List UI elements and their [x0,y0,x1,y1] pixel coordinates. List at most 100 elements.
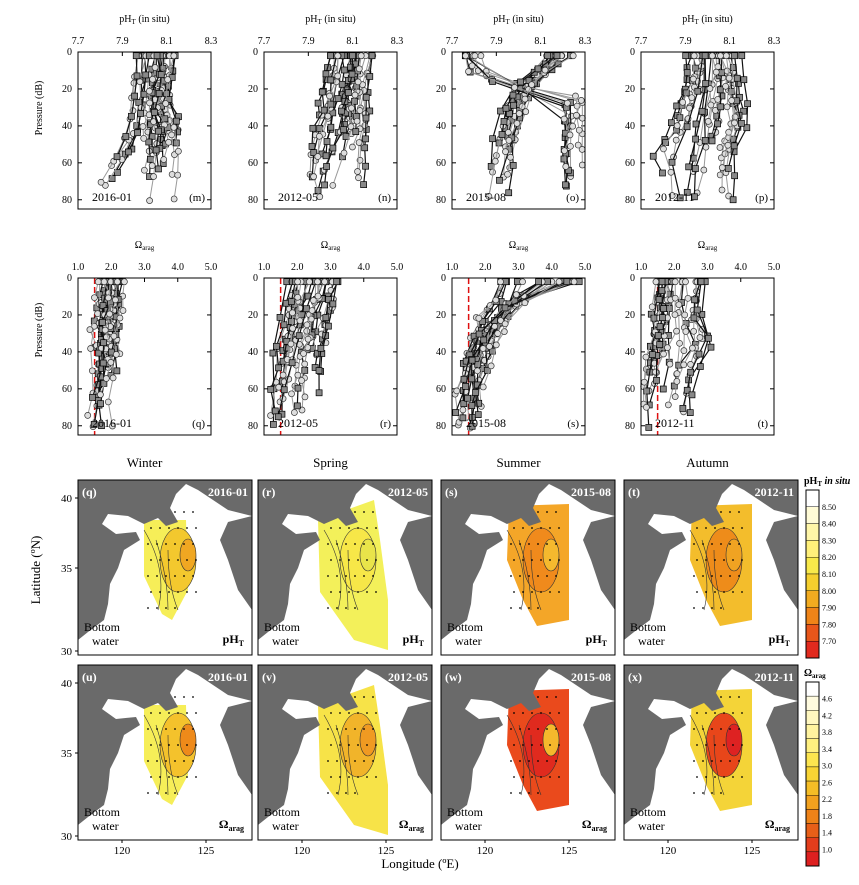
land-west [624,665,798,825]
profile-point [685,163,693,171]
profile-point [716,86,724,94]
station-dot [159,744,161,746]
profile-point [718,186,726,194]
x-axis-title-sub: T [132,18,137,26]
y-tick-label: 60 [62,384,72,395]
station-dot [375,559,377,561]
x-tick-label: 5.0 [768,262,781,273]
station-dot [555,511,557,513]
profile-point [707,343,715,351]
station-dot [192,760,194,762]
profile-point [323,163,330,170]
y-tick-label: 20 [625,310,635,321]
profile-point [462,52,469,60]
profile-point [327,100,335,108]
profile-point [689,344,696,352]
map-variable-sub: T [785,639,791,648]
x-tick-label: 8.3 [579,36,592,47]
contour-line [167,549,179,611]
station-dot [348,744,350,746]
station-dot [528,543,530,545]
x-tick-label: 2.0 [479,262,492,273]
profile-point [528,81,536,88]
station-dot [354,792,356,794]
contour-line [347,549,359,611]
station-dot [186,712,188,714]
station-dot [336,607,338,609]
station-dot [147,760,149,762]
station-dot [366,744,368,746]
lon-tick-label: 125 [561,845,578,857]
station-dot [531,591,533,593]
station-dot [510,543,512,545]
station-dot [147,728,149,730]
station-dot [513,776,515,778]
contour-line [143,529,162,611]
station-dot [354,607,356,609]
profile-point [329,144,337,152]
profile-point [690,314,698,322]
profile-point [155,127,162,135]
profile-point [700,166,708,174]
profile-point [100,278,108,286]
x-tick-label: 2.0 [291,262,304,273]
profile-point [155,90,163,97]
map-frame [623,664,799,841]
profile-point [91,294,98,302]
profile-point [690,327,698,335]
x-axis-title: pHT (in situ) [682,14,732,26]
profile-point [107,358,115,366]
profile-line [727,55,743,169]
profile-point [362,162,369,170]
profile-point [347,63,354,71]
station-dot [372,575,374,577]
profile-point [170,123,178,131]
profile-line [455,281,568,413]
profile-point [730,142,738,150]
profile-point [151,108,158,116]
station-dot [513,527,515,529]
profile-point [722,82,729,90]
profile-point [104,398,112,406]
profile-point [326,92,333,100]
profile-point [300,350,307,357]
station-dot [366,591,368,593]
profile-point [271,407,279,415]
station-dot [174,760,176,762]
profile-point [485,193,493,200]
colorbar-swatch [805,641,820,659]
map-frame [257,479,433,656]
station-dot [159,712,161,714]
profile-point [133,72,141,80]
profile-point [671,311,679,319]
profile-point [656,323,664,330]
station-dot [156,728,158,730]
colorbar-swatch [805,557,820,575]
profile-point [301,360,309,368]
station-dot [366,559,368,561]
station-dot [729,760,731,762]
profile-point [361,144,369,152]
bottom-water-label-2: water [638,819,665,833]
profile-point [682,52,690,60]
profile-point [136,78,144,85]
profile-point [652,278,660,286]
contour-blob [542,538,560,572]
profile-point [696,363,704,370]
station-dot [348,559,350,561]
x-tick-label: 3.0 [138,262,151,273]
profile-point [501,304,509,312]
station-dot [540,527,542,529]
profile-point [141,166,148,174]
station-dot [510,575,512,577]
x-axis-title-sub: arag [516,244,529,252]
y-tick-label: 80 [62,421,72,432]
station-dot [195,712,197,714]
station-dot [537,543,539,545]
station-dot [519,575,521,577]
profile-point [491,157,499,165]
station-dot [168,776,170,778]
station-dot [345,760,347,762]
profile-point [507,153,514,161]
station-dot [174,543,176,545]
